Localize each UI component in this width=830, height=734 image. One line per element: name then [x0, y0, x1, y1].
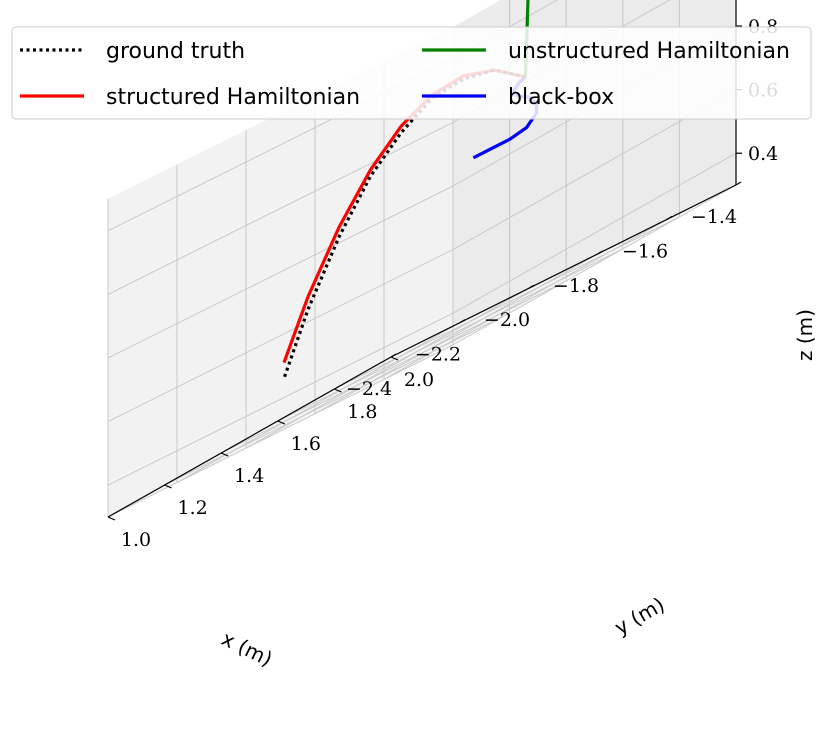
legend: ground truth structured Hamiltonian unstru…: [11, 26, 812, 120]
grid-line-y-floor: [164, 312, 510, 486]
legend-label-structured-hamiltonian: structured Hamiltonian: [106, 85, 360, 110]
x-tick-label: −2.2: [415, 344, 461, 366]
y-axis-line: [107, 356, 392, 518]
legend-box: [11, 26, 812, 120]
y-tick-label: 1.8: [347, 401, 377, 423]
x-tick-mark: [390, 353, 397, 358]
grid-line-z-back: [107, 312, 454, 486]
y-tick-label: 1.6: [291, 433, 321, 455]
y-tick-label: 1.4: [234, 465, 264, 487]
legend-label-unstructured-hamiltonian: unstructured Hamiltonian: [508, 39, 790, 64]
grid-line-y-floor: [277, 248, 624, 422]
grid-line-y-floor: [334, 216, 680, 390]
x-tick-mark: [459, 319, 466, 324]
grid-line-z-back: [107, 185, 454, 359]
y-tick-mark: [107, 516, 116, 521]
legend-label-ground-truth: ground truth: [106, 39, 245, 64]
x-tick-label: −2.4: [346, 378, 392, 400]
grid-line-z-back: [107, 121, 454, 295]
z-tick-label: 0.4: [748, 143, 778, 165]
y-tick-mark: [164, 484, 172, 489]
y-tick-mark: [277, 420, 286, 425]
x-tick-mark: [528, 284, 535, 289]
x-tick-mark: [666, 215, 673, 220]
y-axis-label: y (m): [610, 592, 668, 639]
y-tick-mark: [334, 388, 342, 393]
grid-line-x-floor: [452, 184, 737, 346]
x-tick-label: −2.0: [484, 309, 530, 331]
x-axis-label: x (m): [218, 626, 276, 671]
grid-line-z-side: [452, 152, 737, 314]
x-tick-label: −1.8: [553, 275, 599, 297]
grid-line-x-floor: [176, 322, 461, 484]
y-tick-mark: [220, 452, 229, 457]
x-tick-label: −1.4: [691, 206, 737, 228]
x-tick-mark: [597, 250, 604, 255]
x-tick-label: −1.6: [622, 240, 668, 262]
grid-line-x-floor: [314, 253, 599, 415]
y-tick-mark: [390, 356, 399, 361]
grid-line-y-floor: [107, 344, 454, 518]
grid-line-x-floor: [383, 218, 668, 380]
grid-line-z-back: [107, 249, 454, 423]
y-tick-label: 1.2: [177, 497, 207, 519]
pane-floor: [108, 185, 736, 517]
y-tick-label: 1.0: [121, 529, 151, 551]
series-line-ground-truth: [282, 68, 526, 380]
grid-line-y-floor: [220, 280, 567, 454]
grid-line-x-floor: [245, 287, 530, 449]
legend-label-black-box: black-box: [508, 85, 614, 110]
z-axis-label: z (m): [793, 309, 817, 361]
x-axis-line: [390, 184, 737, 358]
y-tick-label: 2.0: [404, 369, 434, 391]
x-tick-mark: [735, 181, 742, 186]
